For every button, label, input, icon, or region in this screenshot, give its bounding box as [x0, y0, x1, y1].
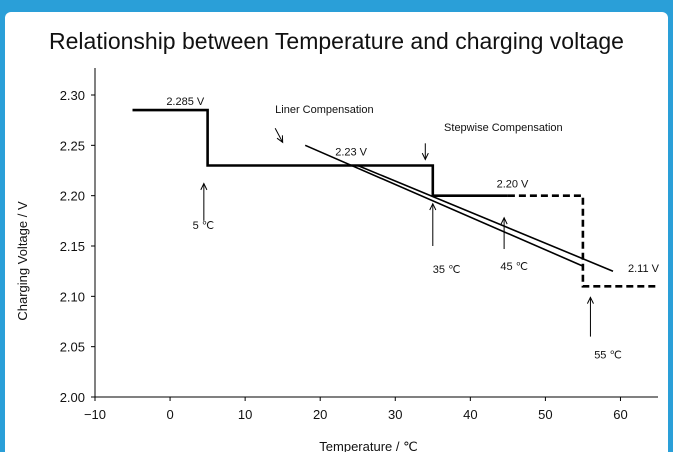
- axes: [94, 68, 658, 398]
- x-tick-label: 20: [313, 407, 327, 422]
- annotation-label: Liner Compensation: [275, 104, 373, 116]
- x-tick-label: 40: [463, 407, 477, 422]
- y-tick-label: 2.20: [60, 189, 85, 204]
- chart-card: [5, 12, 668, 452]
- x-tick-label: −10: [84, 407, 106, 422]
- x-axis-label: Temperature / ℃: [319, 439, 417, 452]
- arrow-head: [421, 152, 429, 161]
- y-tick-label: 2.00: [60, 390, 85, 405]
- x-tick-label: 60: [613, 407, 627, 422]
- y-tick-label: 2.25: [60, 138, 85, 153]
- annotation-label: 2.11 V: [628, 263, 660, 275]
- annotation-arrow: [274, 127, 284, 143]
- x-tick-label: 30: [388, 407, 402, 422]
- x-tick-label: 10: [238, 407, 252, 422]
- series-line: [507, 194, 658, 288]
- series-line: [304, 144, 584, 267]
- arrow-head: [200, 182, 208, 191]
- arrow-head: [586, 296, 594, 304]
- chart-title: Relationship between Temperature and cha…: [49, 28, 624, 54]
- y-tick-label: 2.05: [60, 340, 85, 355]
- annotation-label: 45 ℃: [500, 261, 528, 273]
- annotation-arrows: [200, 127, 594, 337]
- arrow-head: [500, 216, 508, 225]
- annotation-label: 2.285 V: [166, 96, 205, 108]
- arrow-head: [276, 135, 284, 144]
- window-left-border: [0, 0, 5, 452]
- x-tick-label: 50: [538, 407, 552, 422]
- annotation-label: Stepwise Compensation: [444, 122, 563, 134]
- y-tick-label: 2.30: [60, 88, 85, 103]
- annotations: 2.285 V Liner Compensation 2.23 V Stepwise …: [166, 96, 659, 362]
- y-tick-label: 2.15: [60, 239, 85, 254]
- tick-labels: 2.00 2.05 2.10 2.15 2.20 2.25 2.30 −10 0 10 20 30 40…: [60, 88, 628, 422]
- series-line: [357, 164, 614, 272]
- annotation-label: 2.23 V: [335, 146, 367, 158]
- series-line: [132, 108, 508, 197]
- series-lines: [132, 108, 658, 288]
- annotation-label: 2.20 V: [497, 179, 529, 191]
- y-tick-label: 2.10: [60, 289, 85, 304]
- annotation-label: 5 ℃: [193, 220, 215, 232]
- annotation-label: 35 ℃: [433, 264, 461, 276]
- annotation-label: 55 ℃: [594, 350, 622, 362]
- y-axis-label: Charging Voltage / V: [15, 201, 30, 321]
- arrow-head: [429, 202, 437, 211]
- window-right-border: [668, 0, 673, 452]
- x-tick-label: 0: [166, 407, 173, 422]
